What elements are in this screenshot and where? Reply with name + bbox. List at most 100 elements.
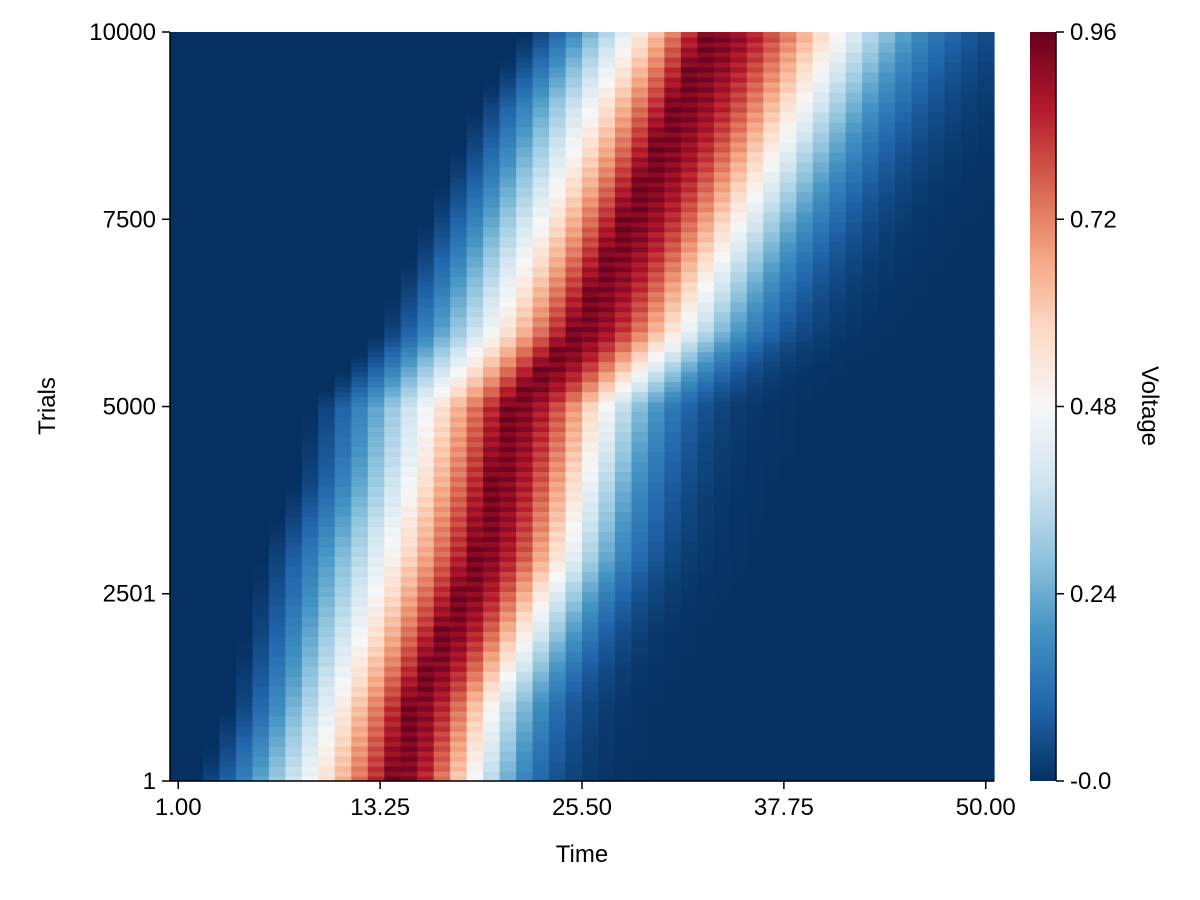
heatmap-cell <box>763 466 781 473</box>
heatmap-cell <box>466 646 484 652</box>
heatmap-cell <box>895 491 913 497</box>
heatmap-cell <box>697 436 715 443</box>
heatmap-cell <box>779 366 797 373</box>
heatmap-cell <box>598 386 616 393</box>
heatmap-cell <box>252 421 270 428</box>
heatmap-cell <box>334 506 352 512</box>
heatmap-cell <box>829 706 847 712</box>
heatmap-cell <box>582 536 600 542</box>
heatmap-cell <box>170 701 188 707</box>
heatmap-cell <box>532 736 550 742</box>
heatmap-cell <box>499 306 517 313</box>
heatmap-cell <box>664 461 682 468</box>
heatmap-cell <box>549 391 567 398</box>
heatmap-cell <box>483 676 501 682</box>
heatmap-cell <box>433 606 451 612</box>
heatmap-cell <box>977 456 995 463</box>
heatmap-cell <box>614 506 633 512</box>
heatmap-cell <box>598 431 616 438</box>
heatmap-cell <box>598 631 616 637</box>
heatmap-cell <box>977 576 995 582</box>
heatmap-cell <box>433 701 451 707</box>
heatmap-cell <box>252 476 270 482</box>
heatmap-cell <box>697 496 715 502</box>
heatmap-cell <box>433 541 451 547</box>
heatmap-cell <box>170 606 188 612</box>
heatmap-cell <box>582 481 600 487</box>
heatmap-cell <box>845 291 863 298</box>
heatmap-cell <box>235 691 253 697</box>
heatmap-cell <box>730 291 748 298</box>
heatmap-cell <box>680 291 698 298</box>
heatmap-cell <box>318 396 336 403</box>
heatmap-cell <box>582 631 600 637</box>
heatmap-cell <box>532 391 550 398</box>
heatmap-cell <box>680 306 698 313</box>
heatmap-cell <box>977 446 995 453</box>
heatmap-cell <box>400 631 418 637</box>
heatmap-cell <box>202 321 221 328</box>
heatmap-cell <box>928 456 946 463</box>
heatmap-cell <box>466 416 484 423</box>
heatmap-cell <box>219 661 237 667</box>
heatmap-cell <box>384 381 402 388</box>
heatmap-cell <box>367 361 385 368</box>
heatmap-cell <box>664 661 682 667</box>
heatmap-cell <box>400 296 418 303</box>
heatmap-cell <box>549 536 567 542</box>
heatmap-cell <box>268 361 286 368</box>
heatmap-cell <box>746 691 764 697</box>
heatmap-cell <box>400 446 418 453</box>
heatmap-cell <box>532 681 550 687</box>
heatmap-cell <box>796 346 814 353</box>
heatmap-cell <box>268 306 286 313</box>
heatmap-cell <box>961 596 979 602</box>
heatmap-cell <box>961 456 979 463</box>
heatmap-cell <box>944 351 962 358</box>
heatmap-cell <box>549 286 567 293</box>
heatmap-cell <box>417 716 435 722</box>
heatmap-cell <box>400 326 418 333</box>
heatmap-cell <box>845 701 863 707</box>
heatmap-cell <box>697 451 715 458</box>
heatmap-cell <box>417 341 435 348</box>
heatmap-cell <box>647 641 665 647</box>
heatmap-cell <box>829 766 847 772</box>
heatmap-cell <box>582 776 600 782</box>
heatmap-cell <box>680 771 698 777</box>
heatmap-cell <box>532 571 550 577</box>
heatmap-cell <box>862 616 880 622</box>
heatmap-cell <box>598 621 616 627</box>
heatmap-cell <box>680 346 698 353</box>
heatmap-cell <box>384 746 402 752</box>
heatmap-cell <box>647 491 665 497</box>
heatmap-cell <box>928 331 946 338</box>
heatmap-cell <box>565 576 583 582</box>
heatmap-cell <box>911 661 929 667</box>
heatmap-cell <box>516 371 534 378</box>
heatmap-cell <box>450 436 468 443</box>
heatmap-cell <box>878 691 896 697</box>
heatmap-cell <box>779 766 797 772</box>
heatmap-cell <box>318 326 336 333</box>
heatmap-cell <box>202 631 221 637</box>
heatmap-cell <box>944 486 962 492</box>
heatmap-cell <box>582 281 600 288</box>
heatmap-cell <box>598 731 616 737</box>
heatmap-cell <box>614 676 633 682</box>
heatmap-cell <box>895 681 913 687</box>
heatmap-cell <box>911 736 929 742</box>
heatmap-cell <box>829 756 847 762</box>
heatmap-cell <box>170 346 188 353</box>
heatmap-cell <box>944 546 962 552</box>
heatmap-cell <box>219 311 237 318</box>
heatmap-cell <box>219 561 237 567</box>
heatmap-cell <box>614 356 633 363</box>
heatmap-cell <box>219 696 237 702</box>
heatmap-cell <box>796 436 814 443</box>
heatmap-cell <box>763 396 781 403</box>
heatmap-cell <box>598 566 616 572</box>
heatmap-cell <box>367 776 385 782</box>
heatmap-cell <box>664 306 682 313</box>
heatmap-cell <box>763 626 781 632</box>
